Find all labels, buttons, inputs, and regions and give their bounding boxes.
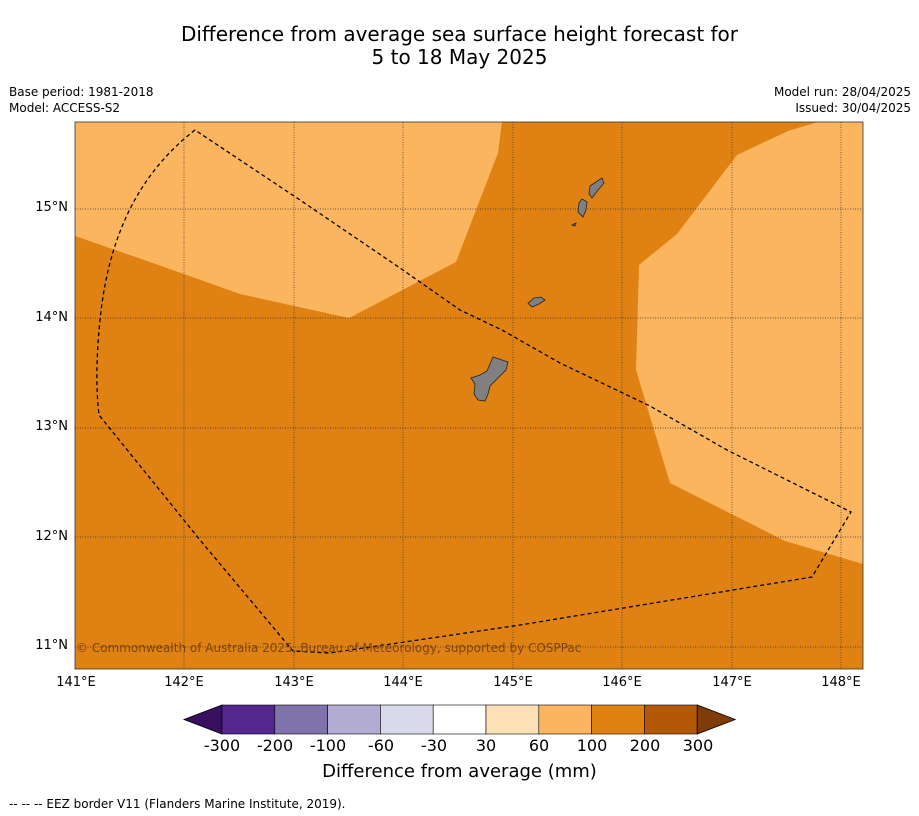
title-line-2: 5 to 18 May 2025 <box>371 45 548 69</box>
island-rota <box>527 296 546 308</box>
lon-label: 143°E <box>274 675 314 690</box>
eez-legend-note: -- -- -- EEZ border V11 (Flanders Marine… <box>9 797 346 811</box>
island-aguijan <box>570 222 577 227</box>
island-tinian <box>577 198 588 218</box>
colorbar-tick: 60 <box>528 736 550 755</box>
lat-label: 11°N <box>35 638 68 653</box>
model-run: Model run: 28/04/2025 <box>773 85 911 99</box>
colorbar-tick: -60 <box>367 736 395 755</box>
colorbar-segment <box>644 704 698 735</box>
colorbar-tick: 200 <box>629 736 661 755</box>
lat-label: 13°N <box>35 419 68 434</box>
map-frame <box>74 121 864 670</box>
colorbar-segment <box>485 704 540 735</box>
lon-label: 147°E <box>712 675 752 690</box>
colorbar-tick: 30 <box>475 736 497 755</box>
base-period: Base period: 1981-2018 <box>9 85 154 99</box>
colorbar-tick: 300 <box>682 736 714 755</box>
colorbar-segment <box>221 704 276 735</box>
meta-right: Model run: 28/04/2025 Issued: 30/04/2025 <box>774 84 911 116</box>
eez-border <box>96 129 852 654</box>
colorbar-segment <box>591 704 645 735</box>
lon-label: 144°E <box>383 675 423 690</box>
colorbar-segment <box>327 704 381 735</box>
lat-label: 12°N <box>35 529 68 544</box>
lon-label: 141°E <box>56 675 96 690</box>
colorbar-tick: -300 <box>203 736 241 755</box>
colorbar-tick: -100 <box>309 736 347 755</box>
copyright-notice: © Commonwealth of Australia 2025, Bureau… <box>76 641 582 655</box>
issued-date: Issued: 30/04/2025 <box>795 101 911 115</box>
lat-label: 15°N <box>35 200 68 215</box>
lon-label: 148°E <box>821 675 861 690</box>
colorbar-extend-high <box>696 704 737 735</box>
colorbar-tick: -30 <box>420 736 448 755</box>
lon-label: 146°E <box>602 675 642 690</box>
lon-label: 145°E <box>493 675 533 690</box>
lat-label: 14°N <box>35 310 68 325</box>
colorbar-segment <box>380 704 434 735</box>
colorbar-segment <box>538 704 592 735</box>
meta-left: Base period: 1981-2018 Model: ACCESS-S2 <box>9 84 154 116</box>
map-region <box>74 121 864 670</box>
colorbar-title: Difference from average (mm) <box>322 761 597 782</box>
lon-label: 142°E <box>164 675 204 690</box>
colorbar-segment <box>274 704 328 735</box>
island-saipan <box>588 177 605 199</box>
colorbar-extend-low <box>182 704 223 735</box>
island-guam <box>470 356 509 402</box>
anomaly-region-30-60-east <box>636 122 863 564</box>
anomaly-region-30-60-northwest <box>75 122 502 318</box>
colorbar-segment <box>432 704 487 735</box>
graticule <box>75 122 863 669</box>
colorbar-tick: -200 <box>256 736 294 755</box>
model-name: Model: ACCESS-S2 <box>9 101 121 115</box>
colorbar-tick: 100 <box>576 736 608 755</box>
colorbar <box>182 704 737 735</box>
title-line-1: Difference from average sea surface heig… <box>180 22 739 46</box>
islands <box>470 177 605 402</box>
